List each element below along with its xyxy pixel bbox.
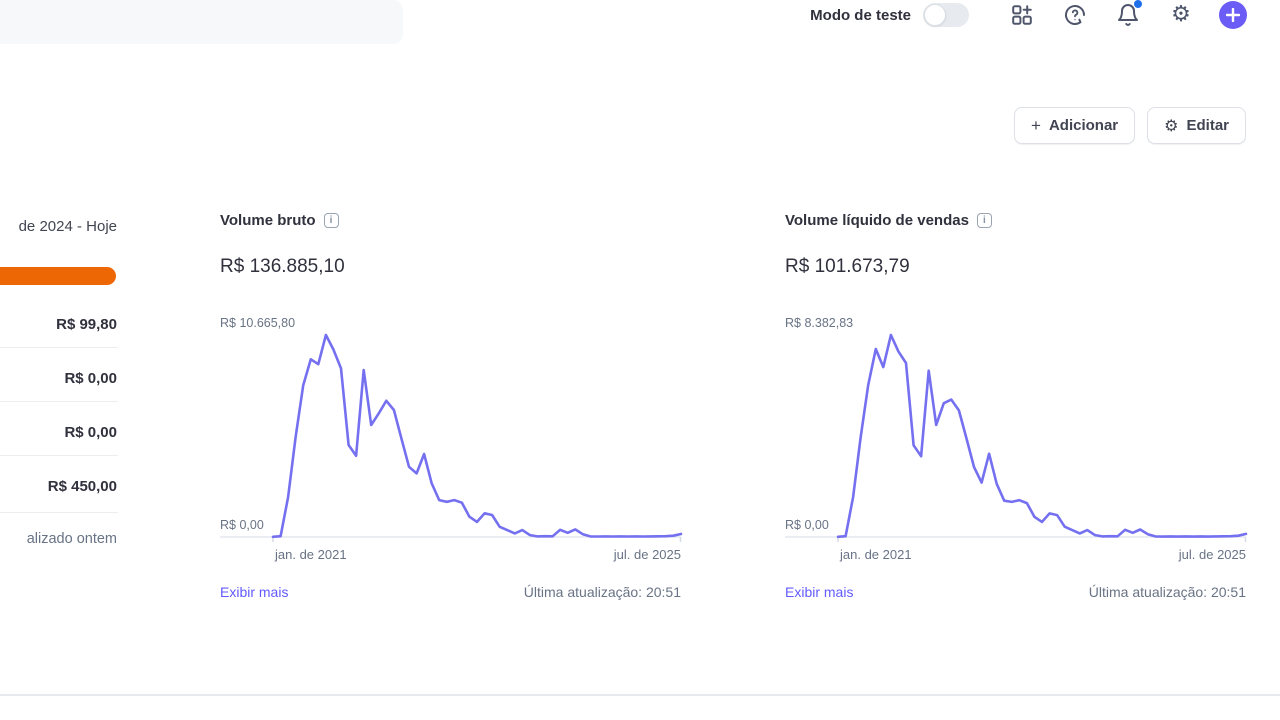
card-title-label: Volume líquido de vendas [785, 212, 969, 229]
toggle-knob [924, 4, 946, 26]
edit-button-label: Editar [1186, 117, 1229, 134]
help-icon[interactable]: ? [1062, 2, 1088, 28]
row-divider [0, 347, 118, 348]
settings-gear-icon[interactable]: ⚙ [1171, 2, 1191, 27]
net-sales-volume-chart [785, 333, 1248, 542]
left-row-value: R$ 450,00 [47, 478, 117, 495]
updated-yesterday-note: alizado ontem [26, 531, 117, 547]
card-total-value: R$ 101.673,79 [785, 256, 910, 277]
info-icon[interactable]: i [323, 213, 339, 228]
row-divider [0, 401, 118, 402]
orange-progress-bar [0, 267, 116, 285]
x-axis-labels: jan. de 2021 jul. de 2025 [220, 547, 681, 565]
gross-volume-chart [220, 333, 683, 542]
last-updated-label: Última atualização: 20:51 [1088, 584, 1246, 600]
x-axis-end-label: jul. de 2025 [613, 547, 681, 562]
row-divider [0, 512, 118, 513]
create-plus-button[interactable] [1219, 1, 1247, 29]
notifications-bell-icon[interactable] [1115, 0, 1142, 28]
y-axis-max-label: R$ 8.382,83 [785, 316, 854, 330]
y-axis-min-label: R$ 0,00 [785, 518, 829, 532]
left-row-value: R$ 99,80 [56, 316, 117, 333]
chart-line [271, 333, 683, 539]
row-divider [0, 455, 118, 456]
left-row-value: R$ 0,00 [64, 424, 117, 441]
card-title: Volume bruto i [220, 212, 339, 229]
x-axis-start-label: jan. de 2021 [840, 547, 912, 562]
gear-icon: ⚙ [1164, 115, 1179, 135]
search-bar[interactable] [0, 0, 403, 44]
date-range-link[interactable]: de 2024 - Hoje [18, 218, 117, 235]
last-updated-label: Última atualização: 20:51 [523, 584, 681, 600]
apps-grid-icon[interactable] [1009, 2, 1035, 28]
x-axis-start-label: jan. de 2021 [275, 547, 347, 562]
y-axis-min-label: R$ 0,00 [220, 518, 264, 532]
gross-volume-card: Volume bruto i R$ 136.885,10 R$ 10.665,8… [220, 212, 683, 612]
chart-line [836, 333, 1248, 539]
show-more-link[interactable]: Exibir mais [785, 584, 854, 600]
notification-dot [1134, 0, 1142, 8]
plus-icon: + [1031, 116, 1041, 135]
card-title: Volume líquido de vendas i [785, 212, 992, 229]
edit-button[interactable]: ⚙ Editar [1147, 107, 1246, 144]
net-sales-volume-card: Volume líquido de vendas i R$ 101.673,79… [785, 212, 1248, 612]
left-row-value: R$ 0,00 [64, 370, 117, 387]
add-button[interactable]: + Adicionar [1014, 107, 1136, 144]
card-total-value: R$ 136.885,10 [220, 256, 345, 277]
page-actions: + Adicionar ⚙ Editar [1014, 107, 1246, 144]
section-divider [0, 694, 1280, 696]
test-mode-label: Modo de teste [810, 6, 911, 24]
test-mode-toggle[interactable] [923, 3, 969, 27]
x-axis-labels: jan. de 2021 jul. de 2025 [785, 547, 1246, 565]
x-axis-end-label: jul. de 2025 [1178, 547, 1246, 562]
show-more-link[interactable]: Exibir mais [220, 584, 289, 600]
card-footer: Exibir mais Última atualização: 20:51 [785, 584, 1246, 600]
info-icon[interactable]: i [976, 213, 992, 228]
y-axis-max-label: R$ 10.665,80 [220, 316, 296, 330]
add-button-label: Adicionar [1048, 117, 1119, 134]
topbar-right-cluster: Modo de teste ? ⚙ [810, 0, 1247, 30]
card-footer: Exibir mais Última atualização: 20:51 [220, 584, 681, 600]
card-title-label: Volume bruto [220, 212, 316, 229]
